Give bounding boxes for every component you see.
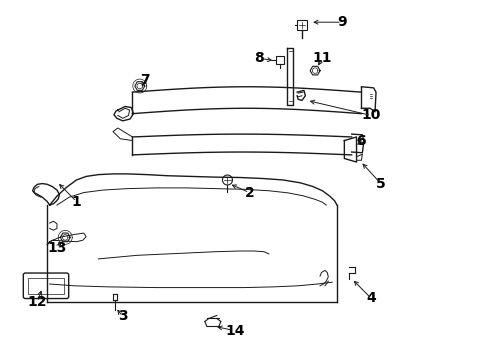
Bar xyxy=(28,278,63,293)
Bar xyxy=(276,56,284,64)
Text: 14: 14 xyxy=(224,324,244,338)
Text: 4: 4 xyxy=(366,291,375,305)
Text: 10: 10 xyxy=(361,108,380,122)
Text: 7: 7 xyxy=(140,73,149,87)
Text: 13: 13 xyxy=(47,241,66,255)
Text: 2: 2 xyxy=(244,185,254,199)
Bar xyxy=(296,20,306,30)
Text: 3: 3 xyxy=(118,309,127,323)
Text: 1: 1 xyxy=(71,194,81,208)
Text: 8: 8 xyxy=(254,51,264,65)
Text: 6: 6 xyxy=(356,134,366,148)
Text: 9: 9 xyxy=(336,15,346,29)
Text: 11: 11 xyxy=(312,51,331,65)
Text: 12: 12 xyxy=(28,295,47,309)
Text: 5: 5 xyxy=(375,177,385,190)
